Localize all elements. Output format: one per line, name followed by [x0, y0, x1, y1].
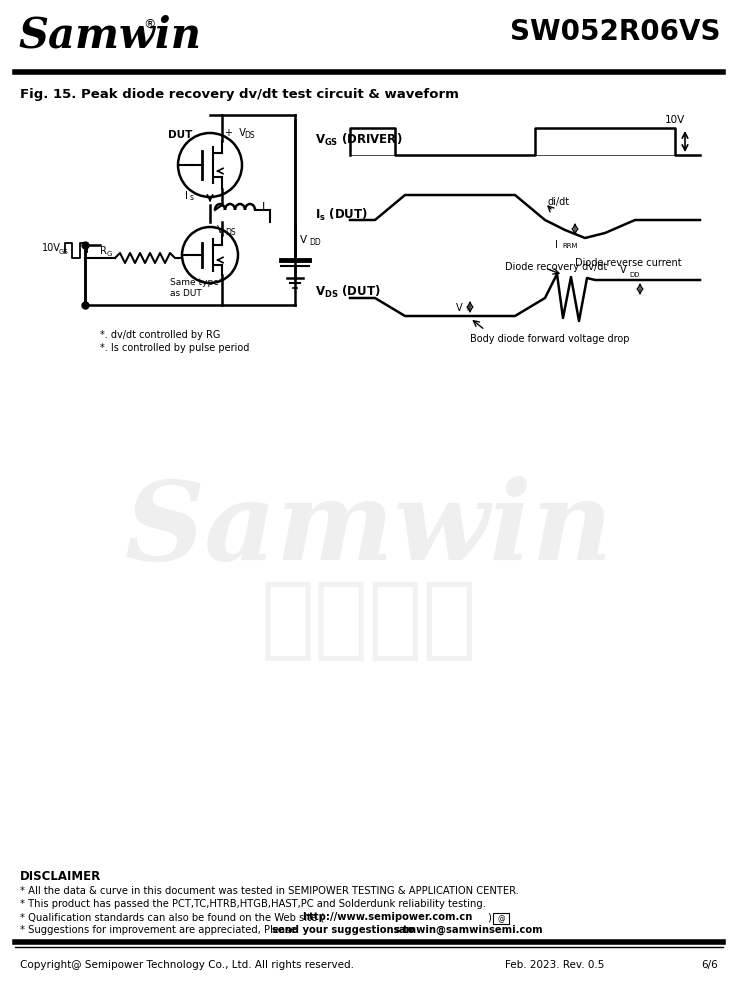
Text: Samwin: Samwin — [18, 15, 201, 57]
Text: $\mathbf{I_s}$ (DUT): $\mathbf{I_s}$ (DUT) — [315, 207, 368, 223]
Text: ): ) — [487, 912, 491, 922]
Text: DISCLAIMER: DISCLAIMER — [20, 870, 101, 883]
Text: 内部保密: 内部保密 — [261, 576, 477, 664]
Text: *. dv/dt controlled by RG: *. dv/dt controlled by RG — [100, 330, 221, 340]
Text: DS: DS — [244, 131, 255, 140]
Text: V: V — [217, 225, 224, 235]
Text: I: I — [555, 240, 558, 250]
Text: Diode recovery dv/dt: Diode recovery dv/dt — [505, 262, 607, 272]
Text: +  V: + V — [225, 128, 246, 138]
Text: @: @ — [497, 914, 505, 924]
Text: Diode reverse current: Diode reverse current — [575, 258, 682, 268]
Text: * Suggestions for improvement are appreciated, Please: * Suggestions for improvement are apprec… — [20, 925, 300, 935]
Text: G: G — [107, 251, 112, 257]
Text: F: F — [466, 306, 470, 312]
Text: di/dt: di/dt — [547, 197, 569, 207]
Text: $\mathbf{V_{GS}}$ (DRIVER): $\mathbf{V_{GS}}$ (DRIVER) — [315, 132, 402, 148]
Text: *. Is controlled by pulse period: *. Is controlled by pulse period — [100, 343, 249, 353]
Text: V: V — [620, 265, 627, 275]
Text: L: L — [262, 202, 268, 212]
Text: * This product has passed the PCT,TC,HTRB,HTGB,HAST,PC and Solderdunk reliabilit: * This product has passed the PCT,TC,HTR… — [20, 899, 486, 909]
Text: s: s — [190, 194, 194, 202]
Text: 6/6: 6/6 — [701, 960, 718, 970]
Text: Same type*: Same type* — [170, 278, 224, 287]
Text: 10V: 10V — [42, 243, 61, 253]
Text: DD: DD — [629, 272, 640, 278]
Text: SW052R06VS: SW052R06VS — [509, 18, 720, 46]
Text: V: V — [300, 235, 307, 245]
Text: send your suggestions to: send your suggestions to — [272, 925, 418, 935]
Text: Feb. 2023. Rev. 0.5: Feb. 2023. Rev. 0.5 — [505, 960, 604, 970]
Text: * Qualification standards can also be found on the Web site (: * Qualification standards can also be fo… — [20, 912, 324, 922]
Text: DS: DS — [225, 228, 235, 237]
Text: Fig. 15. Peak diode recovery dv/dt test circuit & waveform: Fig. 15. Peak diode recovery dv/dt test … — [20, 88, 459, 101]
Text: ®: ® — [143, 18, 156, 31]
FancyBboxPatch shape — [493, 913, 509, 924]
Text: GS: GS — [59, 249, 69, 255]
Text: $\mathbf{V_{DS}}$ (DUT): $\mathbf{V_{DS}}$ (DUT) — [315, 284, 381, 300]
Text: Copyright@ Semipower Technology Co., Ltd. All rights reserved.: Copyright@ Semipower Technology Co., Ltd… — [20, 960, 354, 970]
Text: V: V — [456, 303, 463, 313]
Text: I: I — [185, 191, 188, 201]
Text: * All the data & curve in this document was tested in SEMIPOWER TESTING & APPLIC: * All the data & curve in this document … — [20, 886, 519, 896]
Text: DD: DD — [309, 238, 321, 247]
Text: R: R — [100, 246, 107, 256]
Text: as DUT: as DUT — [170, 289, 201, 298]
Text: http://www.semipower.com.cn: http://www.semipower.com.cn — [302, 912, 472, 922]
Text: Samwin: Samwin — [125, 476, 613, 584]
Text: RRM: RRM — [562, 243, 578, 249]
Text: Body diode forward voltage drop: Body diode forward voltage drop — [470, 334, 630, 344]
Text: DUT: DUT — [168, 130, 193, 140]
Text: 10V: 10V — [665, 115, 686, 125]
Text: samwin@samwinsemi.com: samwin@samwinsemi.com — [393, 925, 542, 935]
